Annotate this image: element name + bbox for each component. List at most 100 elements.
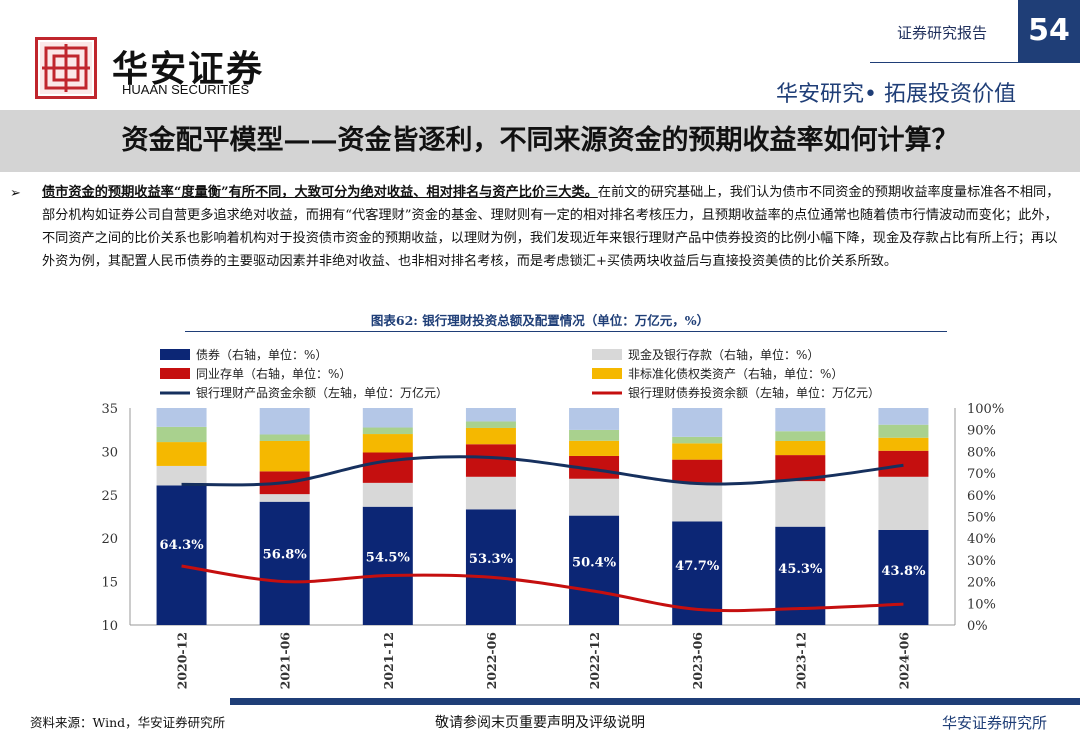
footer-company: 华安证券研究所 (942, 714, 1048, 732)
bar-segment (878, 408, 929, 425)
data-label: 43.8% (881, 564, 926, 579)
bar-segment (465, 476, 516, 510)
legend-label: 银行理财债券投资余额（左轴，单位：万亿元） (628, 385, 880, 400)
chart-axes (129, 408, 956, 626)
bar-segment (156, 426, 207, 443)
report-label: 证券研究报告 (897, 24, 988, 42)
header-divider (870, 62, 1080, 63)
right-tick-label: 40% (967, 532, 996, 547)
bar-segment (156, 485, 207, 625)
chart-legend: 债券（右轴，单位：%） 现金及银行存款（右轴，单位：%） 同业存单（右轴，单位：%）… (160, 347, 880, 400)
series-line (181, 564, 904, 613)
data-label: 47.7% (675, 559, 720, 574)
bar-segment (569, 440, 620, 456)
right-tick-label: 20% (967, 576, 996, 591)
bar-segment (775, 431, 826, 441)
allocation-chart: 债券（右轴，单位：%） 现金及银行存款（右轴，单位：%） 同业存单（右轴，单位：%）… (101, 347, 1004, 689)
right-tick-label: 10% (967, 597, 996, 612)
bar-segment (465, 421, 516, 428)
bar-segment (465, 427, 516, 445)
bar-segment (259, 501, 310, 625)
slogan: 华安研究• 拓展投资价值 (776, 82, 1016, 107)
legend-swatch (160, 368, 190, 379)
bar-segment (672, 459, 723, 483)
bar-segment (569, 478, 620, 516)
legend-label: 银行理财产品资金余额（左轴，单位：万亿元） (196, 385, 448, 400)
page-title: 资金配平模型——资金皆逐利，不同来源资金的预期收益率如何计算？ (121, 125, 959, 156)
right-tick-label: 30% (967, 554, 996, 569)
bar-segment (775, 481, 826, 527)
bar-segment (465, 444, 516, 477)
legend-swatch (160, 349, 190, 360)
data-label: 64.3% (160, 538, 205, 553)
right-tick-label: 100% (967, 402, 1004, 417)
body-text: 在前文的研究基础上，我们认为债市不同资金的预期收益率度量标准各不相同，部分机构如… (42, 185, 1060, 269)
bullet-arrow-icon: ➢ (10, 186, 21, 201)
chart-title: 图表62: 银行理财投资总额及配置情况（单位：万亿元，%） (370, 313, 710, 328)
bar-segment (878, 529, 929, 625)
data-label: 45.3% (778, 562, 823, 577)
bar-segment (465, 408, 516, 422)
data-label: 54.5% (366, 550, 411, 565)
bar-segment (156, 442, 207, 466)
bar-segment (672, 443, 723, 460)
x-tick-label: 2021-06 (278, 632, 293, 690)
body-paragraph: 债市资金的预期收益率“度量衡”有所不同，大致可分为绝对收益、相对排名与资产比价三… (42, 181, 1062, 273)
chart-title-rule (185, 331, 947, 332)
source-note: 资料来源：Wind，华安证券研究所 (30, 715, 226, 730)
left-tick-label: 15 (101, 576, 118, 591)
data-label: 56.8% (263, 548, 308, 563)
bar-segment (672, 408, 723, 437)
legend-label: 债券（右轴，单位：%） (196, 347, 327, 362)
data-label: 53.3% (469, 552, 514, 567)
body-lead-bold: 债市资金的预期收益率“度量衡”有所不同，大致可分为绝对收益、相对排名与资产比价三… (42, 185, 598, 200)
right-tick-label: 60% (967, 489, 996, 504)
bar-segment (878, 476, 929, 530)
left-tick-label: 10 (101, 619, 118, 634)
right-tick-label: 70% (967, 467, 996, 482)
bar-segment (569, 429, 620, 441)
bar-segment (465, 509, 516, 625)
legend-swatch (592, 349, 622, 360)
bar-segment (362, 482, 413, 507)
bar-segment (362, 408, 413, 428)
bar-segment (362, 434, 413, 453)
left-tick-label: 30 (101, 445, 118, 460)
bar-segment (362, 506, 413, 625)
bar-segment (362, 427, 413, 435)
legend-swatch (592, 368, 622, 379)
bar-segment (156, 408, 207, 427)
logo-mark (35, 37, 97, 99)
bar-segment (775, 408, 826, 432)
bar-segment (259, 440, 310, 472)
bar-segment (672, 436, 723, 444)
bar-segment (259, 494, 310, 502)
left-tick-label: 25 (101, 489, 118, 504)
bar-segment (569, 408, 620, 430)
chart-tick-labels: 10 15 20 25 30 35 0% 10% 20% 30% 40% 50% 60% 70% 80% 90… (101, 402, 1004, 689)
title-band (0, 110, 1080, 172)
bar-segment (672, 482, 723, 522)
bar-segment (775, 440, 826, 456)
x-tick-label: 2020-12 (175, 632, 190, 689)
footer-bar (230, 698, 1080, 705)
bar-segment (569, 515, 620, 625)
chart-bars (156, 408, 929, 625)
logo-text-cn: 华安证券 (112, 48, 265, 90)
x-tick-label: 2021-12 (381, 632, 396, 689)
x-tick-label: 2023-06 (690, 632, 705, 690)
bar-segment (259, 434, 310, 441)
right-tick-label: 90% (967, 424, 996, 439)
x-tick-label: 2022-12 (587, 632, 602, 689)
bar-segment (362, 452, 413, 483)
chart-data-labels: 64.3% 56.8% 54.5% 53.3% 50.4% 47.7% 45.3% 43.8% (160, 538, 927, 579)
bar-segment (259, 408, 310, 435)
legend-label: 现金及银行存款（右轴，单位：%） (628, 347, 819, 362)
series-line (181, 455, 904, 487)
logo-text-en: HUAAN SECURITIES (122, 82, 250, 97)
x-tick-label: 2024-06 (896, 632, 911, 690)
data-label: 50.4% (572, 556, 617, 571)
right-tick-label: 80% (967, 445, 996, 460)
page-number: 54 (1018, 0, 1080, 62)
chart-lines (181, 455, 904, 613)
